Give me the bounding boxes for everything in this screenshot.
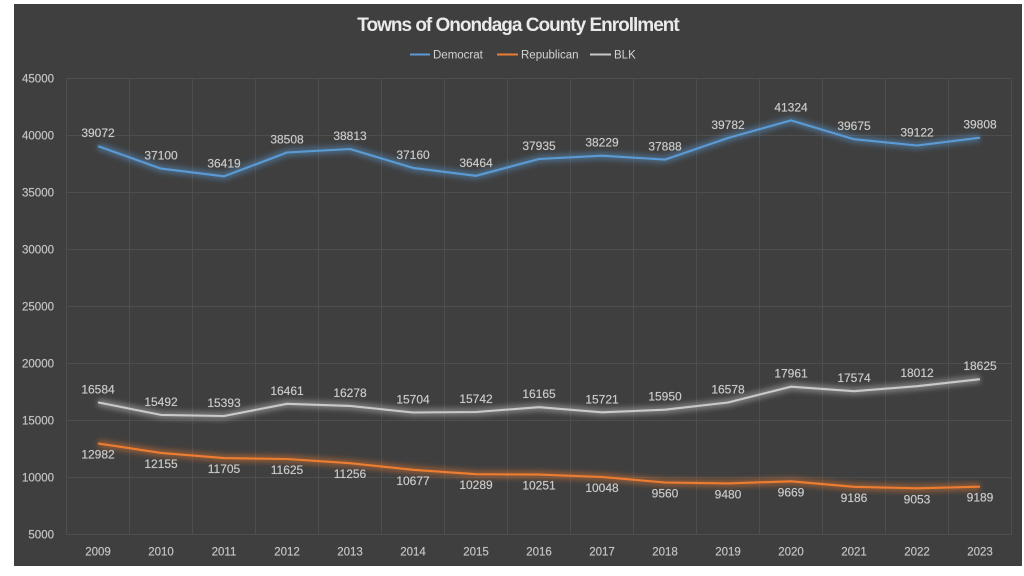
svg-text:9560: 9560 [652,487,679,501]
svg-text:10677: 10677 [396,474,430,488]
svg-text:39675: 39675 [837,119,871,133]
svg-text:16578: 16578 [711,383,745,397]
svg-text:10000: 10000 [22,473,54,485]
svg-text:2022: 2022 [904,547,930,559]
svg-text:9480: 9480 [715,487,742,501]
svg-text:37935: 37935 [522,139,556,153]
svg-text:18012: 18012 [900,366,934,380]
svg-text:25000: 25000 [22,302,54,314]
svg-text:2023: 2023 [967,547,993,559]
svg-text:17961: 17961 [774,367,808,381]
svg-text:2014: 2014 [400,547,426,559]
svg-text:BLK: BLK [614,50,636,62]
svg-text:10048: 10048 [585,481,619,495]
svg-text:10251: 10251 [522,479,556,493]
svg-text:17574: 17574 [837,371,871,385]
svg-text:38813: 38813 [333,129,367,143]
svg-text:15721: 15721 [585,392,619,406]
svg-text:12982: 12982 [81,448,115,462]
svg-text:15492: 15492 [144,395,178,409]
svg-text:Republican: Republican [521,50,579,62]
svg-text:39122: 39122 [900,126,934,140]
svg-text:30000: 30000 [22,245,54,257]
svg-text:2018: 2018 [652,547,678,559]
svg-text:2017: 2017 [589,547,615,559]
svg-text:16584: 16584 [81,382,115,396]
svg-text:39808: 39808 [963,118,997,132]
svg-text:20000: 20000 [22,359,54,371]
svg-text:5000: 5000 [28,530,54,542]
svg-text:9189: 9189 [967,491,994,505]
svg-text:2010: 2010 [148,547,174,559]
svg-text:15393: 15393 [207,396,241,410]
svg-text:37160: 37160 [396,148,430,162]
svg-text:37888: 37888 [648,140,682,154]
svg-text:16461: 16461 [270,384,304,398]
svg-text:9186: 9186 [841,491,868,505]
svg-text:Towns of Onondaga County Enrol: Towns of Onondaga County Enrollment [357,15,680,36]
svg-text:2009: 2009 [85,547,111,559]
svg-text:36464: 36464 [459,156,493,170]
svg-text:12155: 12155 [144,457,178,471]
svg-text:2019: 2019 [715,547,741,559]
svg-text:11256: 11256 [334,467,367,481]
svg-text:39072: 39072 [81,126,115,140]
svg-text:15704: 15704 [396,393,430,407]
svg-text:16278: 16278 [333,386,367,400]
svg-text:38229: 38229 [585,136,619,150]
svg-text:10289: 10289 [459,478,493,492]
svg-text:2016: 2016 [526,547,552,559]
svg-text:2015: 2015 [463,547,489,559]
svg-text:2011: 2011 [212,547,237,559]
svg-text:35000: 35000 [22,188,54,200]
svg-text:15742: 15742 [459,392,493,406]
svg-text:15000: 15000 [22,416,54,428]
svg-text:40000: 40000 [22,131,54,143]
svg-text:16165: 16165 [522,387,556,401]
svg-text:11625: 11625 [271,463,304,477]
svg-text:15950: 15950 [648,390,682,404]
svg-text:2013: 2013 [337,547,363,559]
svg-text:2020: 2020 [778,547,804,559]
svg-text:Democrat: Democrat [433,50,484,62]
svg-text:38508: 38508 [270,133,304,147]
svg-text:41324: 41324 [774,100,808,114]
svg-text:2021: 2021 [841,547,867,559]
svg-text:39782: 39782 [711,118,745,132]
svg-text:18625: 18625 [963,359,997,373]
svg-text:2012: 2012 [274,547,300,559]
svg-text:37100: 37100 [144,149,178,163]
svg-text:36419: 36419 [207,156,241,170]
svg-text:45000: 45000 [22,74,54,86]
svg-text:11705: 11705 [208,462,241,476]
svg-text:9053: 9053 [904,492,931,506]
svg-text:9669: 9669 [778,485,805,499]
